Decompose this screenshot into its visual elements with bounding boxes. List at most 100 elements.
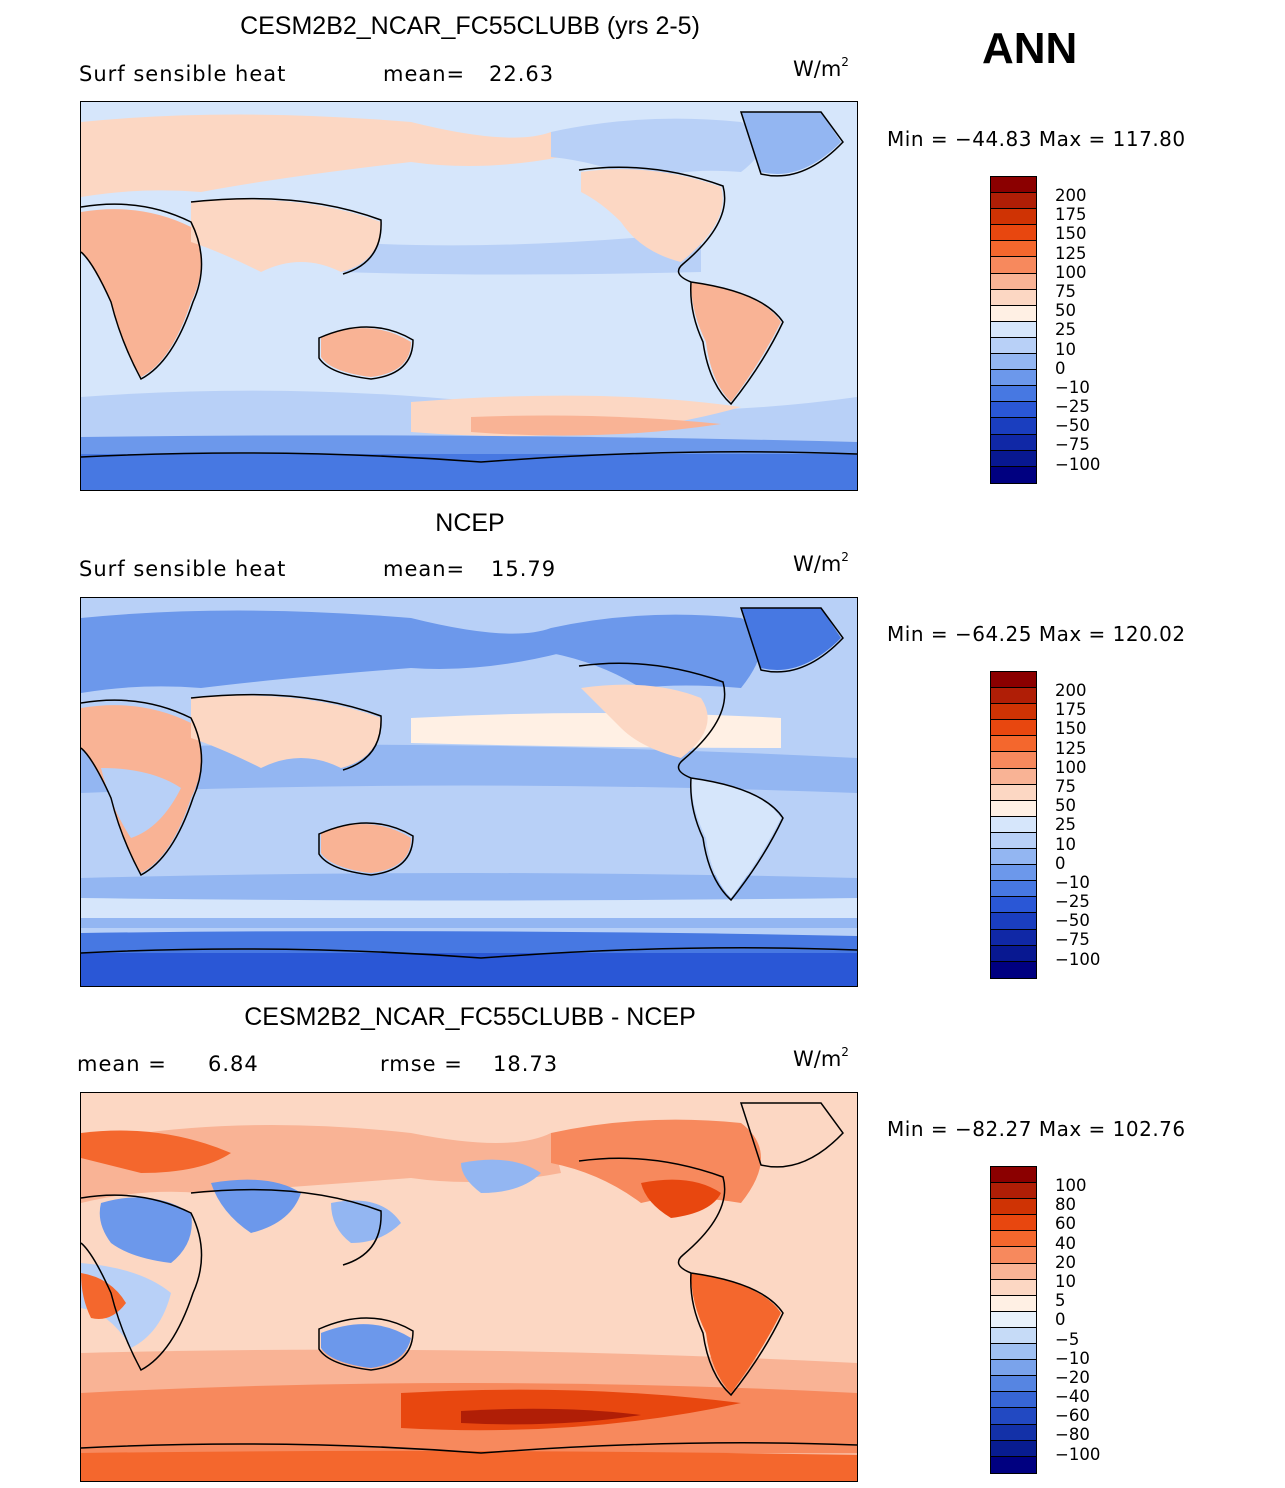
- colorbar-1-swatch: [991, 273, 1036, 290]
- colorbar-2-swatch: [991, 929, 1036, 946]
- colorbar-1-swatch: [991, 321, 1036, 338]
- colorbar-1-swatch: [991, 193, 1036, 210]
- colorbar-3-swatch: [991, 1456, 1036, 1473]
- colorbar-2-swatch: [991, 688, 1036, 705]
- colorbar-tick-label: −100: [1055, 454, 1101, 474]
- colorbar-1-swatch: [991, 257, 1036, 274]
- colorbar-tick-label: −60: [1055, 1406, 1090, 1426]
- panel-3-colorbar: [990, 1166, 1037, 1474]
- panel-2-mean-value: 15.79: [491, 557, 557, 581]
- colorbar-tick-label: −10: [1055, 872, 1090, 892]
- panel-3-map: [80, 1092, 858, 1482]
- panel-1-title: CESM2B2_NCAR_FC55CLUBB (yrs 2-5): [240, 12, 700, 40]
- colorbar-3-swatch: [991, 1376, 1036, 1393]
- colorbar-1-swatch: [991, 337, 1036, 355]
- colorbar-3-swatch: [991, 1263, 1036, 1280]
- colorbar-tick-label: 125: [1055, 738, 1087, 758]
- colorbar-tick-label: −50: [1055, 416, 1090, 436]
- colorbar-2-swatch: [991, 849, 1036, 866]
- panel-2-map: [80, 597, 858, 987]
- colorbar-tick-label: 0: [1055, 358, 1066, 378]
- colorbar-tick-label: 150: [1055, 719, 1087, 739]
- panel-1-mean-label: mean=: [383, 62, 466, 86]
- panel-1-colorbar-ticks: 200 175 150 125 100 75 50 25 10 0 −10 −25 −50 −75 −100: [1055, 186, 1100, 474]
- colorbar-tick-label: −5: [1055, 1329, 1080, 1349]
- colorbar-1-swatch: [991, 386, 1036, 403]
- colorbar-1-swatch: [991, 402, 1036, 419]
- colorbar-3-swatch: [991, 1231, 1036, 1248]
- panel-2-colorbar: [990, 671, 1037, 979]
- colorbar-tick-label: 80: [1055, 1195, 1076, 1215]
- panel-2-units: W/m2: [793, 550, 849, 576]
- colorbar-3-swatch: [991, 1344, 1036, 1361]
- colorbar-tick-label: 100: [1055, 262, 1087, 282]
- colorbar-3-swatch: [991, 1440, 1036, 1457]
- colorbar-2-swatch: [991, 897, 1036, 914]
- colorbar-3-swatch: [991, 1167, 1036, 1184]
- colorbar-tick-label: 125: [1055, 243, 1087, 263]
- panel-3-rmse-value: 18.73: [493, 1052, 559, 1076]
- colorbar-tick-label: 5: [1055, 1291, 1066, 1311]
- colorbar-tick-label: −10: [1055, 377, 1090, 397]
- colorbar-1-swatch: [991, 209, 1036, 226]
- colorbar-2-swatch: [991, 881, 1036, 898]
- panel-3-colorbar-ticks: 100 80 60 40 20 10 5 0 −5 −10 −20 −40 −60 −80 −100: [1055, 1176, 1100, 1464]
- colorbar-1-swatch: [991, 354, 1036, 371]
- colorbar-1-swatch: [991, 241, 1036, 258]
- colorbar-tick-label: 25: [1055, 320, 1076, 340]
- colorbar-tick-label: 50: [1055, 301, 1076, 321]
- panel-3-rmse-label: rmse =: [380, 1052, 463, 1076]
- colorbar-tick-label: −100: [1055, 949, 1101, 969]
- colorbar-tick-label: −100: [1055, 1444, 1101, 1464]
- colorbar-tick-label: −25: [1055, 397, 1090, 417]
- colorbar-2-swatch: [991, 913, 1036, 930]
- colorbar-tick-label: 100: [1055, 757, 1087, 777]
- colorbar-tick-label: −75: [1055, 930, 1090, 950]
- colorbar-1-swatch: [991, 177, 1036, 194]
- colorbar-tick-label: 50: [1055, 796, 1076, 816]
- panel-3-mean-label: mean =: [77, 1052, 167, 1076]
- colorbar-tick-label: 75: [1055, 776, 1076, 796]
- colorbar-1-swatch: [991, 370, 1036, 387]
- colorbar-1-swatch: [991, 434, 1036, 451]
- colorbar-1-swatch: [991, 466, 1036, 483]
- panel-3-title: CESM2B2_NCAR_FC55CLUBB - NCEP: [244, 1003, 696, 1031]
- colorbar-2-swatch: [991, 672, 1036, 689]
- colorbar-1-swatch: [991, 450, 1036, 467]
- colorbar-tick-label: 25: [1055, 815, 1076, 835]
- colorbar-2-swatch: [991, 784, 1036, 801]
- colorbar-tick-label: −50: [1055, 911, 1090, 931]
- panel-2-min-max: Min = −64.25 Max = 120.02: [887, 622, 1186, 646]
- colorbar-3-swatch: [991, 1199, 1036, 1216]
- colorbar-3-swatch: [991, 1327, 1036, 1345]
- colorbar-2-swatch: [991, 865, 1036, 882]
- colorbar-tick-label: 10: [1055, 1271, 1076, 1291]
- colorbar-2-swatch: [991, 720, 1036, 737]
- colorbar-tick-label: −20: [1055, 1367, 1090, 1387]
- panel-2-colorbar-ticks: 200 175 150 125 100 75 50 25 10 0 −10 −25 −50 −75 −100: [1055, 681, 1100, 969]
- panel-3-min-max: Min = −82.27 Max = 102.76: [887, 1117, 1186, 1141]
- colorbar-3-swatch: [991, 1408, 1036, 1425]
- colorbar-2-swatch: [991, 704, 1036, 721]
- colorbar-tick-label: −40: [1055, 1387, 1090, 1407]
- panel-2-title: NCEP: [435, 509, 505, 537]
- colorbar-3-swatch: [991, 1215, 1036, 1232]
- colorbar-tick-label: 200: [1055, 681, 1087, 700]
- panel-3-mean-value: 6.84: [208, 1052, 259, 1076]
- colorbar-1-swatch: [991, 305, 1036, 322]
- panel-1-colorbar: [990, 176, 1037, 484]
- colorbar-2-swatch: [991, 961, 1036, 978]
- colorbar-3-swatch: [991, 1392, 1036, 1409]
- colorbar-tick-label: 20: [1055, 1252, 1076, 1272]
- colorbar-tick-label: 40: [1055, 1233, 1076, 1253]
- colorbar-tick-label: 0: [1055, 853, 1066, 873]
- panel-2-variable-label: Surf sensible heat: [79, 557, 287, 581]
- colorbar-2-swatch: [991, 736, 1036, 753]
- panel-1-map: [80, 101, 858, 491]
- colorbar-3-swatch: [991, 1424, 1036, 1441]
- colorbar-2-swatch: [991, 752, 1036, 769]
- colorbar-tick-label: −75: [1055, 435, 1090, 455]
- colorbar-3-swatch: [991, 1360, 1036, 1377]
- colorbar-3-swatch: [991, 1295, 1036, 1312]
- colorbar-tick-label: 150: [1055, 224, 1087, 244]
